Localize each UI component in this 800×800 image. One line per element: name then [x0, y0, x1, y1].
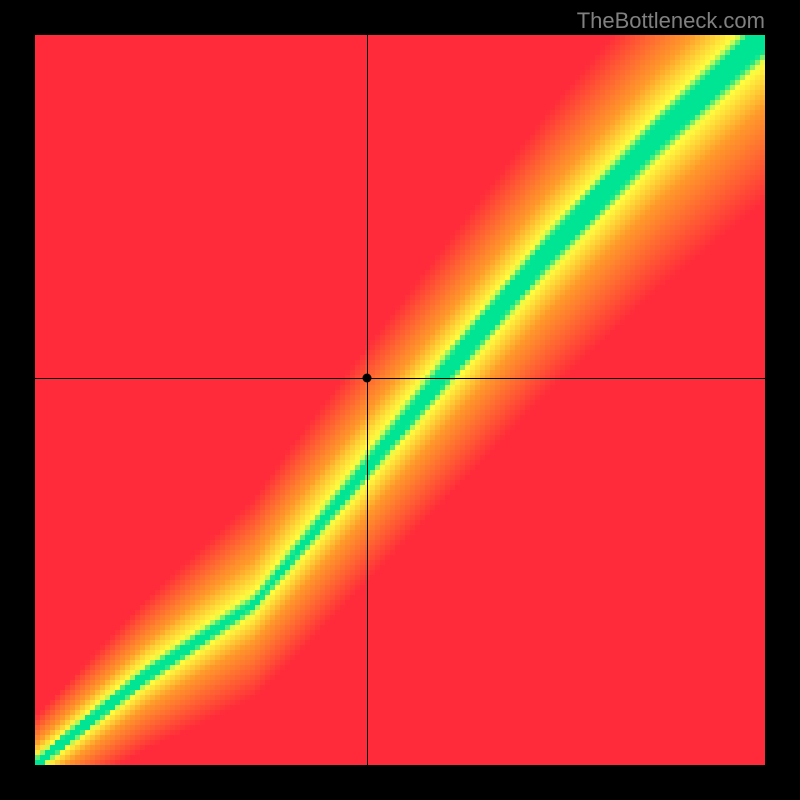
chart-container: TheBottleneck.com — [0, 0, 800, 800]
heatmap-canvas — [35, 35, 765, 765]
crosshair-vertical — [367, 35, 368, 765]
plot-area — [35, 35, 765, 765]
data-point-marker — [363, 374, 372, 383]
crosshair-horizontal — [35, 378, 765, 379]
watermark-text: TheBottleneck.com — [577, 8, 765, 34]
